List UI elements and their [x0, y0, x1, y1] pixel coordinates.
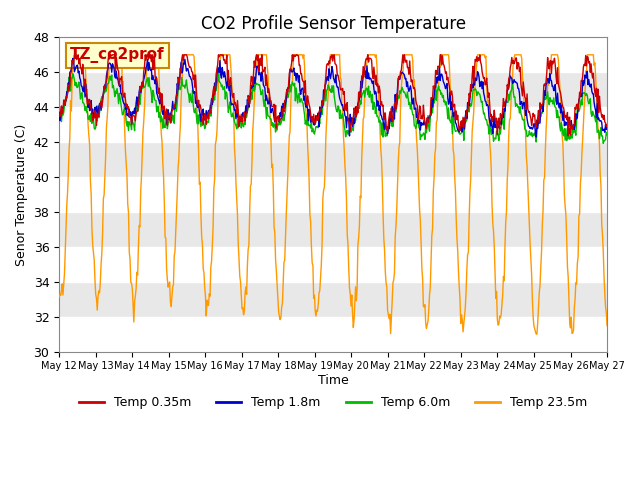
Bar	[59, 37, 607, 72]
Bar	[59, 107, 607, 142]
Bar	[59, 177, 607, 212]
Bar	[59, 247, 607, 282]
Y-axis label: Senor Temperature (C): Senor Temperature (C)	[15, 123, 28, 265]
Legend: Temp 0.35m, Temp 1.8m, Temp 6.0m, Temp 23.5m: Temp 0.35m, Temp 1.8m, Temp 6.0m, Temp 2…	[74, 391, 592, 414]
X-axis label: Time: Time	[317, 374, 349, 387]
Title: CO2 Profile Sensor Temperature: CO2 Profile Sensor Temperature	[200, 15, 466, 33]
Bar	[59, 317, 607, 351]
Text: TZ_co2prof: TZ_co2prof	[70, 48, 164, 63]
